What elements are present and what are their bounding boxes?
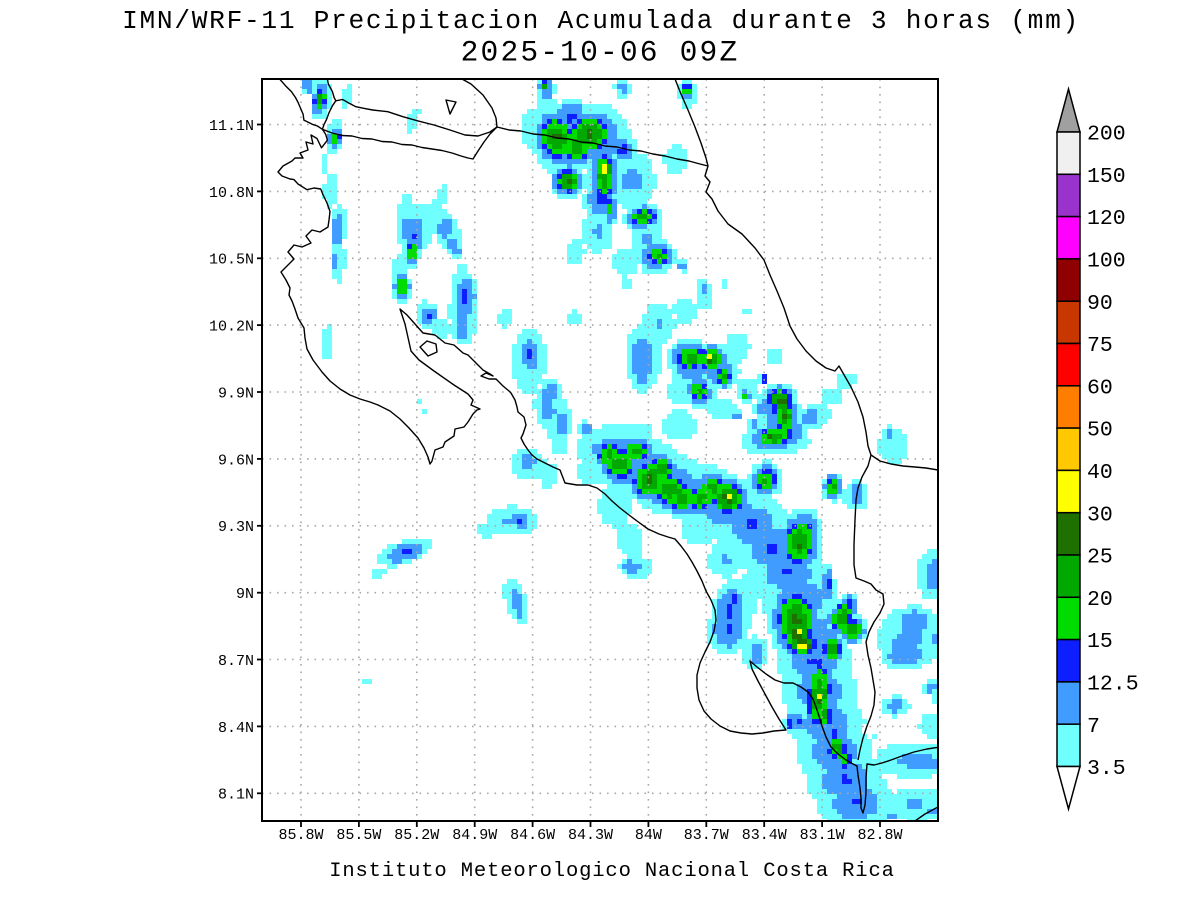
svg-text:40: 40 — [1087, 461, 1113, 485]
svg-text:15: 15 — [1087, 630, 1113, 654]
svg-text:10.8N: 10.8N — [209, 185, 254, 202]
svg-text:60: 60 — [1087, 376, 1113, 400]
svg-text:82.8W: 82.8W — [857, 827, 902, 844]
svg-text:84.3W: 84.3W — [568, 827, 613, 844]
svg-text:85.5W: 85.5W — [336, 827, 381, 844]
svg-text:30: 30 — [1087, 503, 1113, 527]
svg-text:9.3N: 9.3N — [218, 519, 254, 536]
svg-text:8.1N: 8.1N — [218, 787, 254, 804]
svg-text:75: 75 — [1087, 334, 1113, 358]
svg-text:8.4N: 8.4N — [218, 720, 254, 737]
svg-text:3.5: 3.5 — [1087, 757, 1126, 781]
svg-text:85.8W: 85.8W — [278, 827, 323, 844]
svg-text:84.6W: 84.6W — [510, 827, 555, 844]
svg-text:84W: 84W — [635, 827, 662, 844]
svg-text:50: 50 — [1087, 419, 1113, 443]
svg-text:2025-10-06 09Z: 2025-10-06 09Z — [461, 36, 740, 70]
svg-text:100: 100 — [1087, 250, 1126, 274]
svg-text:IMN/WRF-11 Precipitacion Acumu: IMN/WRF-11 Precipitacion Acumulada duran… — [122, 6, 1080, 36]
svg-text:12.5: 12.5 — [1087, 673, 1139, 697]
svg-text:120: 120 — [1087, 207, 1126, 231]
svg-text:150: 150 — [1087, 165, 1126, 189]
svg-text:83.7W: 83.7W — [684, 827, 729, 844]
svg-text:9.6N: 9.6N — [218, 452, 254, 469]
svg-text:84.9W: 84.9W — [452, 827, 497, 844]
svg-text:83.1W: 83.1W — [800, 827, 845, 844]
svg-text:9.9N: 9.9N — [218, 385, 254, 402]
svg-text:25: 25 — [1087, 546, 1113, 570]
svg-text:10.2N: 10.2N — [209, 319, 254, 336]
svg-text:11.1N: 11.1N — [209, 118, 254, 135]
svg-text:10.5N: 10.5N — [209, 252, 254, 269]
svg-text:9N: 9N — [236, 586, 254, 603]
svg-text:200: 200 — [1087, 123, 1126, 147]
svg-text:Instituto Meteorologico Nacion: Instituto Meteorologico Nacional Costa R… — [329, 860, 895, 883]
svg-text:83.4W: 83.4W — [742, 827, 787, 844]
svg-text:8.7N: 8.7N — [218, 653, 254, 670]
svg-text:20: 20 — [1087, 588, 1113, 612]
svg-text:90: 90 — [1087, 292, 1113, 316]
svg-text:85.2W: 85.2W — [394, 827, 439, 844]
svg-text:7: 7 — [1087, 715, 1100, 739]
